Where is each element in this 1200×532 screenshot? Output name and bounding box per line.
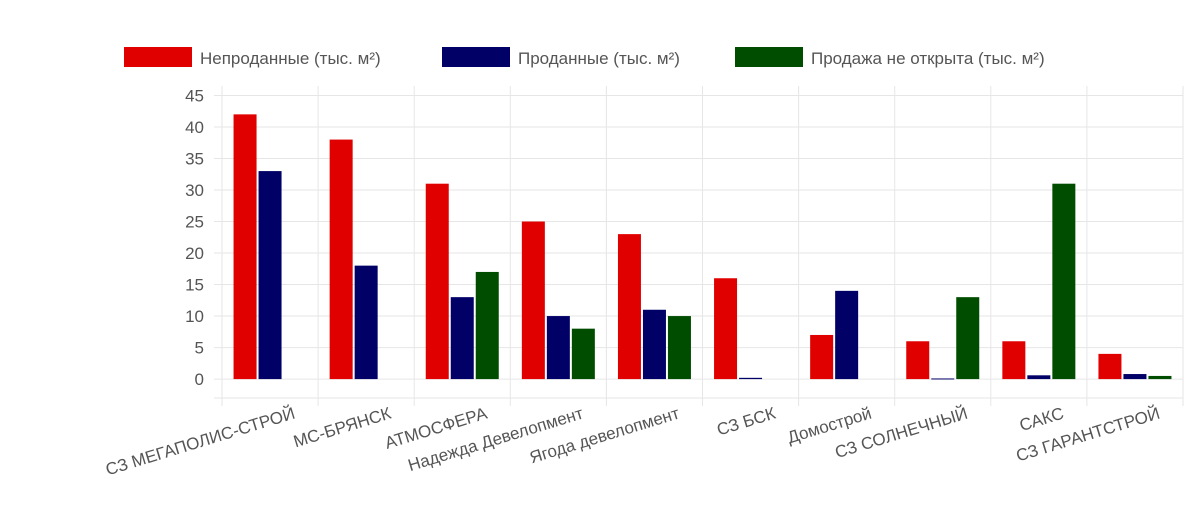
y-tick-label: 35 <box>185 149 204 168</box>
grid <box>214 86 1184 406</box>
bar-1-10[interactable] <box>1098 353 1122 380</box>
bar-2-3[interactable] <box>450 297 474 380</box>
bar-1-1[interactable] <box>233 114 257 380</box>
y-tick-label: 10 <box>185 307 204 326</box>
y-tick-label: 45 <box>185 86 204 105</box>
y-tick-label: 40 <box>185 118 204 137</box>
bar-1-6[interactable] <box>714 278 738 380</box>
x-category-label: СЗ МЕГАПОЛИС-СТРОЙ <box>103 404 297 480</box>
legend-label: Продажа не открыта (тыс. м²) <box>811 49 1045 68</box>
bar-2-8[interactable] <box>931 378 955 380</box>
legend-swatch <box>124 47 192 67</box>
bar-1-2[interactable] <box>329 139 353 380</box>
bar-1-9[interactable] <box>1002 341 1026 380</box>
bar-3-8[interactable] <box>956 297 980 380</box>
x-category-label: САКС <box>1017 404 1066 435</box>
bar-3-3[interactable] <box>475 271 499 380</box>
bar-3-5[interactable] <box>667 316 691 380</box>
bar-3-4[interactable] <box>571 328 595 380</box>
legend-item[interactable]: Проданные (тыс. м²) <box>442 47 680 68</box>
bar-1-8[interactable] <box>906 341 930 380</box>
x-axis: СЗ МЕГАПОЛИС-СТРОЙМС-БРЯНСКАТМОСФЕРАНаде… <box>103 403 1162 479</box>
y-tick-label: 20 <box>185 244 204 263</box>
x-category-label: СЗ БСК <box>715 404 778 440</box>
bar-2-6[interactable] <box>739 377 763 380</box>
bar-2-4[interactable] <box>546 316 570 380</box>
bar-3-10[interactable] <box>1148 375 1172 380</box>
bar-2-5[interactable] <box>642 309 666 380</box>
x-category-label: МС-БРЯНСК <box>291 404 393 452</box>
legend-label: Проданные (тыс. м²) <box>518 49 680 68</box>
legend-item[interactable]: Непроданные (тыс. м²) <box>124 47 381 68</box>
legend-swatch <box>735 47 803 67</box>
y-tick-label: 25 <box>185 213 204 232</box>
y-tick-label: 5 <box>195 339 204 358</box>
bars <box>233 114 1172 380</box>
bar-1-3[interactable] <box>425 183 449 380</box>
bar-1-7[interactable] <box>810 334 834 380</box>
legend-item[interactable]: Продажа не открыта (тыс. м²) <box>735 47 1045 68</box>
y-tick-label: 0 <box>195 370 204 389</box>
bar-2-7[interactable] <box>835 290 859 380</box>
bar-1-5[interactable] <box>617 234 641 380</box>
legend-label: Непроданные (тыс. м²) <box>200 49 381 68</box>
bar-3-9[interactable] <box>1052 183 1076 380</box>
bar-2-9[interactable] <box>1027 375 1051 380</box>
y-tick-label: 30 <box>185 181 204 200</box>
legend-swatch <box>442 47 510 67</box>
legend[interactable]: Непроданные (тыс. м²) Проданные (тыс. м²)… <box>124 47 1045 68</box>
bar-2-2[interactable] <box>354 265 378 380</box>
y-tick-label: 15 <box>185 276 204 295</box>
bar-2-10[interactable] <box>1123 374 1147 380</box>
bar-2-1[interactable] <box>258 171 282 380</box>
y-axis: 0 5 10 15 20 25 30 35 40 45 <box>185 86 204 389</box>
bar-1-4[interactable] <box>521 221 545 380</box>
